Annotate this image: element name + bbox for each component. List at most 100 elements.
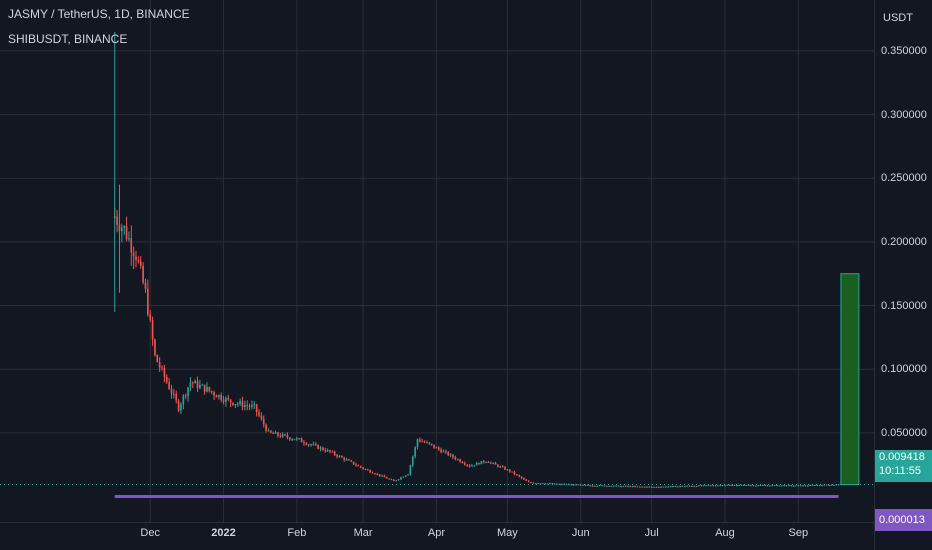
candle-body xyxy=(445,451,447,453)
candle-body xyxy=(551,483,554,485)
candle-body xyxy=(468,465,471,467)
candle-body xyxy=(215,395,218,398)
candle-body xyxy=(516,474,518,476)
candle-body xyxy=(305,443,308,445)
price-axis[interactable]: USDT 0.350000 0.300000 0.250000 0.200000 0.1… xyxy=(874,0,932,550)
candle-body xyxy=(194,380,196,384)
candle-body xyxy=(182,395,185,405)
overlay-symbol-legend[interactable]: SHIBUSDT, BINANCE xyxy=(8,32,128,46)
candle-body xyxy=(265,424,267,431)
candle-body xyxy=(262,418,265,425)
candle-body xyxy=(466,464,469,466)
candle-body xyxy=(461,461,464,464)
candle-body xyxy=(530,482,532,484)
candle-body xyxy=(163,367,166,377)
candle-body xyxy=(440,449,442,453)
candle-body xyxy=(414,447,416,457)
candle-body xyxy=(636,486,639,488)
candle-body xyxy=(225,398,227,402)
candle-body xyxy=(267,430,270,432)
candle-body xyxy=(130,238,133,253)
candle-body xyxy=(728,484,731,486)
candle-body xyxy=(532,482,535,484)
candle-body xyxy=(158,362,161,368)
candle-body xyxy=(534,483,537,485)
candle-body xyxy=(298,438,301,440)
candle-body xyxy=(525,479,528,481)
candle-body xyxy=(338,456,341,458)
candle-body xyxy=(388,478,390,480)
candle-body xyxy=(747,485,750,487)
candle-body xyxy=(187,387,189,396)
candle-body xyxy=(610,486,613,488)
candle-body xyxy=(452,454,454,458)
symbol-legend[interactable]: JASMY / TetherUS, 1D, BINANCE xyxy=(8,7,190,21)
candle-body xyxy=(255,404,258,413)
candle-body xyxy=(419,439,421,442)
chart-plot[interactable] xyxy=(0,0,874,522)
price-tick-label: 0.250000 xyxy=(881,172,927,185)
time-axis[interactable]: Dec 2022 Feb Mar Apr May Jun Jul Aug Sep xyxy=(0,522,874,550)
candle-body xyxy=(726,484,729,486)
candle-body xyxy=(780,485,783,487)
candle-body xyxy=(828,484,830,486)
candle-body xyxy=(549,483,551,485)
candle-body xyxy=(239,401,241,404)
candle-body xyxy=(627,486,629,488)
candle-body xyxy=(147,288,149,315)
candle-body xyxy=(407,474,409,476)
candle-body xyxy=(506,469,509,471)
candle-body xyxy=(165,376,168,383)
candle-body xyxy=(400,477,402,480)
candle-body xyxy=(376,474,379,476)
candle-body xyxy=(776,485,778,487)
candle-body xyxy=(809,485,811,487)
candle-body xyxy=(139,261,142,266)
candle-body xyxy=(518,474,521,477)
candle-body xyxy=(558,483,561,485)
candle-body xyxy=(125,226,128,240)
candle-body xyxy=(217,395,220,398)
price-tick-label: 0.050000 xyxy=(881,426,927,439)
candle-body xyxy=(806,485,809,487)
candle-body xyxy=(366,469,369,471)
candle-body xyxy=(284,434,286,436)
candle-body xyxy=(811,485,814,487)
candle-body xyxy=(314,444,317,446)
candle-body xyxy=(319,447,322,449)
candle-body xyxy=(331,451,334,453)
candle-body xyxy=(795,485,797,487)
candle-body xyxy=(203,384,206,392)
candle-body xyxy=(189,382,192,388)
candle-body xyxy=(430,443,433,445)
candle-body xyxy=(773,485,776,487)
candle-body xyxy=(752,485,755,487)
candle-body xyxy=(336,454,338,457)
candle-body xyxy=(395,480,398,482)
candle-body xyxy=(246,405,249,407)
candle-body xyxy=(409,465,412,475)
candle-body xyxy=(750,485,752,487)
candle-body xyxy=(478,462,480,465)
candle-body xyxy=(411,456,414,466)
candle-body xyxy=(168,382,170,390)
candle-body xyxy=(546,483,549,485)
candle-body xyxy=(482,461,485,463)
candle-body xyxy=(116,216,118,225)
candle-body xyxy=(132,252,135,257)
price-axis-unit: USDT xyxy=(883,12,913,24)
chart-area[interactable]: JASMY / TetherUS, 1D, BINANCE SHIBUSDT, … xyxy=(0,0,874,522)
candle-body xyxy=(778,485,781,487)
candle-body xyxy=(286,435,289,438)
candle-body xyxy=(333,451,336,455)
candle-body xyxy=(691,485,693,487)
candle-body xyxy=(128,238,130,240)
candle-body xyxy=(497,464,499,467)
candle-body xyxy=(435,447,438,449)
candle-body xyxy=(542,483,544,485)
candle-body xyxy=(825,484,828,486)
candle-body xyxy=(222,400,225,402)
candle-body xyxy=(591,485,594,487)
candle-body xyxy=(544,483,547,485)
price-tick-label: 0.150000 xyxy=(881,299,927,312)
